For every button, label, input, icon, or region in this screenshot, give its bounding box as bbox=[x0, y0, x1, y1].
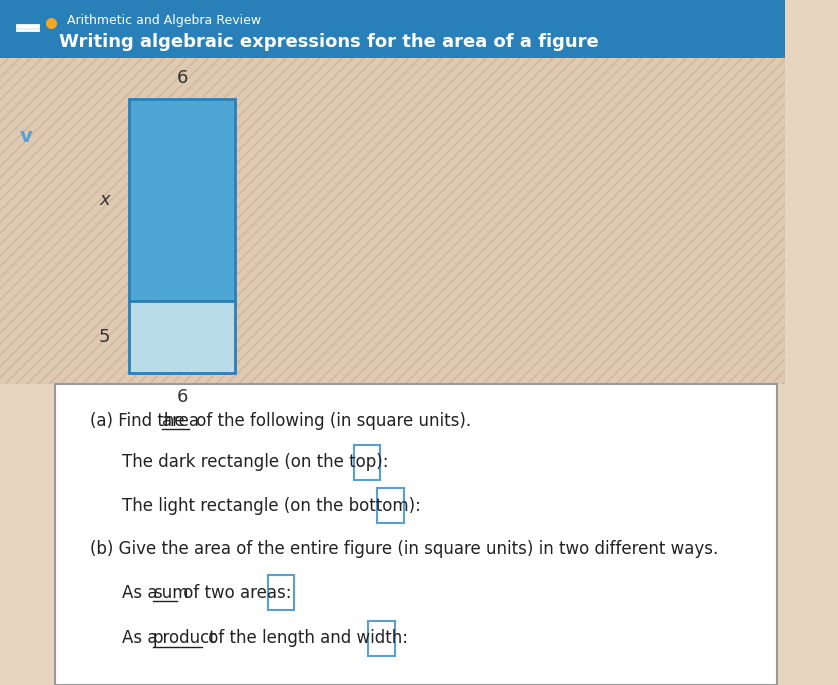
FancyBboxPatch shape bbox=[354, 445, 380, 479]
FancyBboxPatch shape bbox=[377, 488, 404, 523]
Text: area: area bbox=[163, 412, 199, 430]
Text: 6: 6 bbox=[177, 69, 188, 87]
Text: (a) Find the: (a) Find the bbox=[91, 412, 190, 430]
FancyBboxPatch shape bbox=[0, 58, 784, 384]
FancyBboxPatch shape bbox=[267, 575, 294, 610]
FancyBboxPatch shape bbox=[129, 301, 235, 373]
Text: of the length and width:: of the length and width: bbox=[203, 630, 408, 647]
Text: 6: 6 bbox=[177, 388, 188, 406]
Text: product: product bbox=[153, 630, 217, 647]
Text: v: v bbox=[19, 127, 33, 147]
Text: Arithmetic and Algebra Review: Arithmetic and Algebra Review bbox=[67, 14, 261, 27]
Bar bbox=[0, 58, 784, 384]
Text: sum: sum bbox=[153, 584, 189, 601]
Text: As a: As a bbox=[122, 584, 163, 601]
FancyBboxPatch shape bbox=[0, 0, 784, 58]
Text: (b) Give the area of the entire figure (in square units) in two different ways.: (b) Give the area of the entire figure (… bbox=[91, 540, 718, 558]
Text: Writing algebraic expressions for the area of a figure: Writing algebraic expressions for the ar… bbox=[59, 33, 598, 51]
FancyBboxPatch shape bbox=[129, 99, 235, 301]
FancyBboxPatch shape bbox=[55, 384, 777, 685]
FancyBboxPatch shape bbox=[368, 621, 395, 656]
Text: The dark rectangle (on the top):: The dark rectangle (on the top): bbox=[122, 453, 388, 471]
Text: As a: As a bbox=[122, 630, 163, 647]
Text: of two areas:: of two areas: bbox=[178, 584, 292, 601]
Text: 5: 5 bbox=[98, 328, 110, 347]
Text: x: x bbox=[99, 191, 110, 210]
Text: of the following (in square units).: of the following (in square units). bbox=[190, 412, 471, 430]
Text: The light rectangle (on the bottom):: The light rectangle (on the bottom): bbox=[122, 497, 421, 514]
